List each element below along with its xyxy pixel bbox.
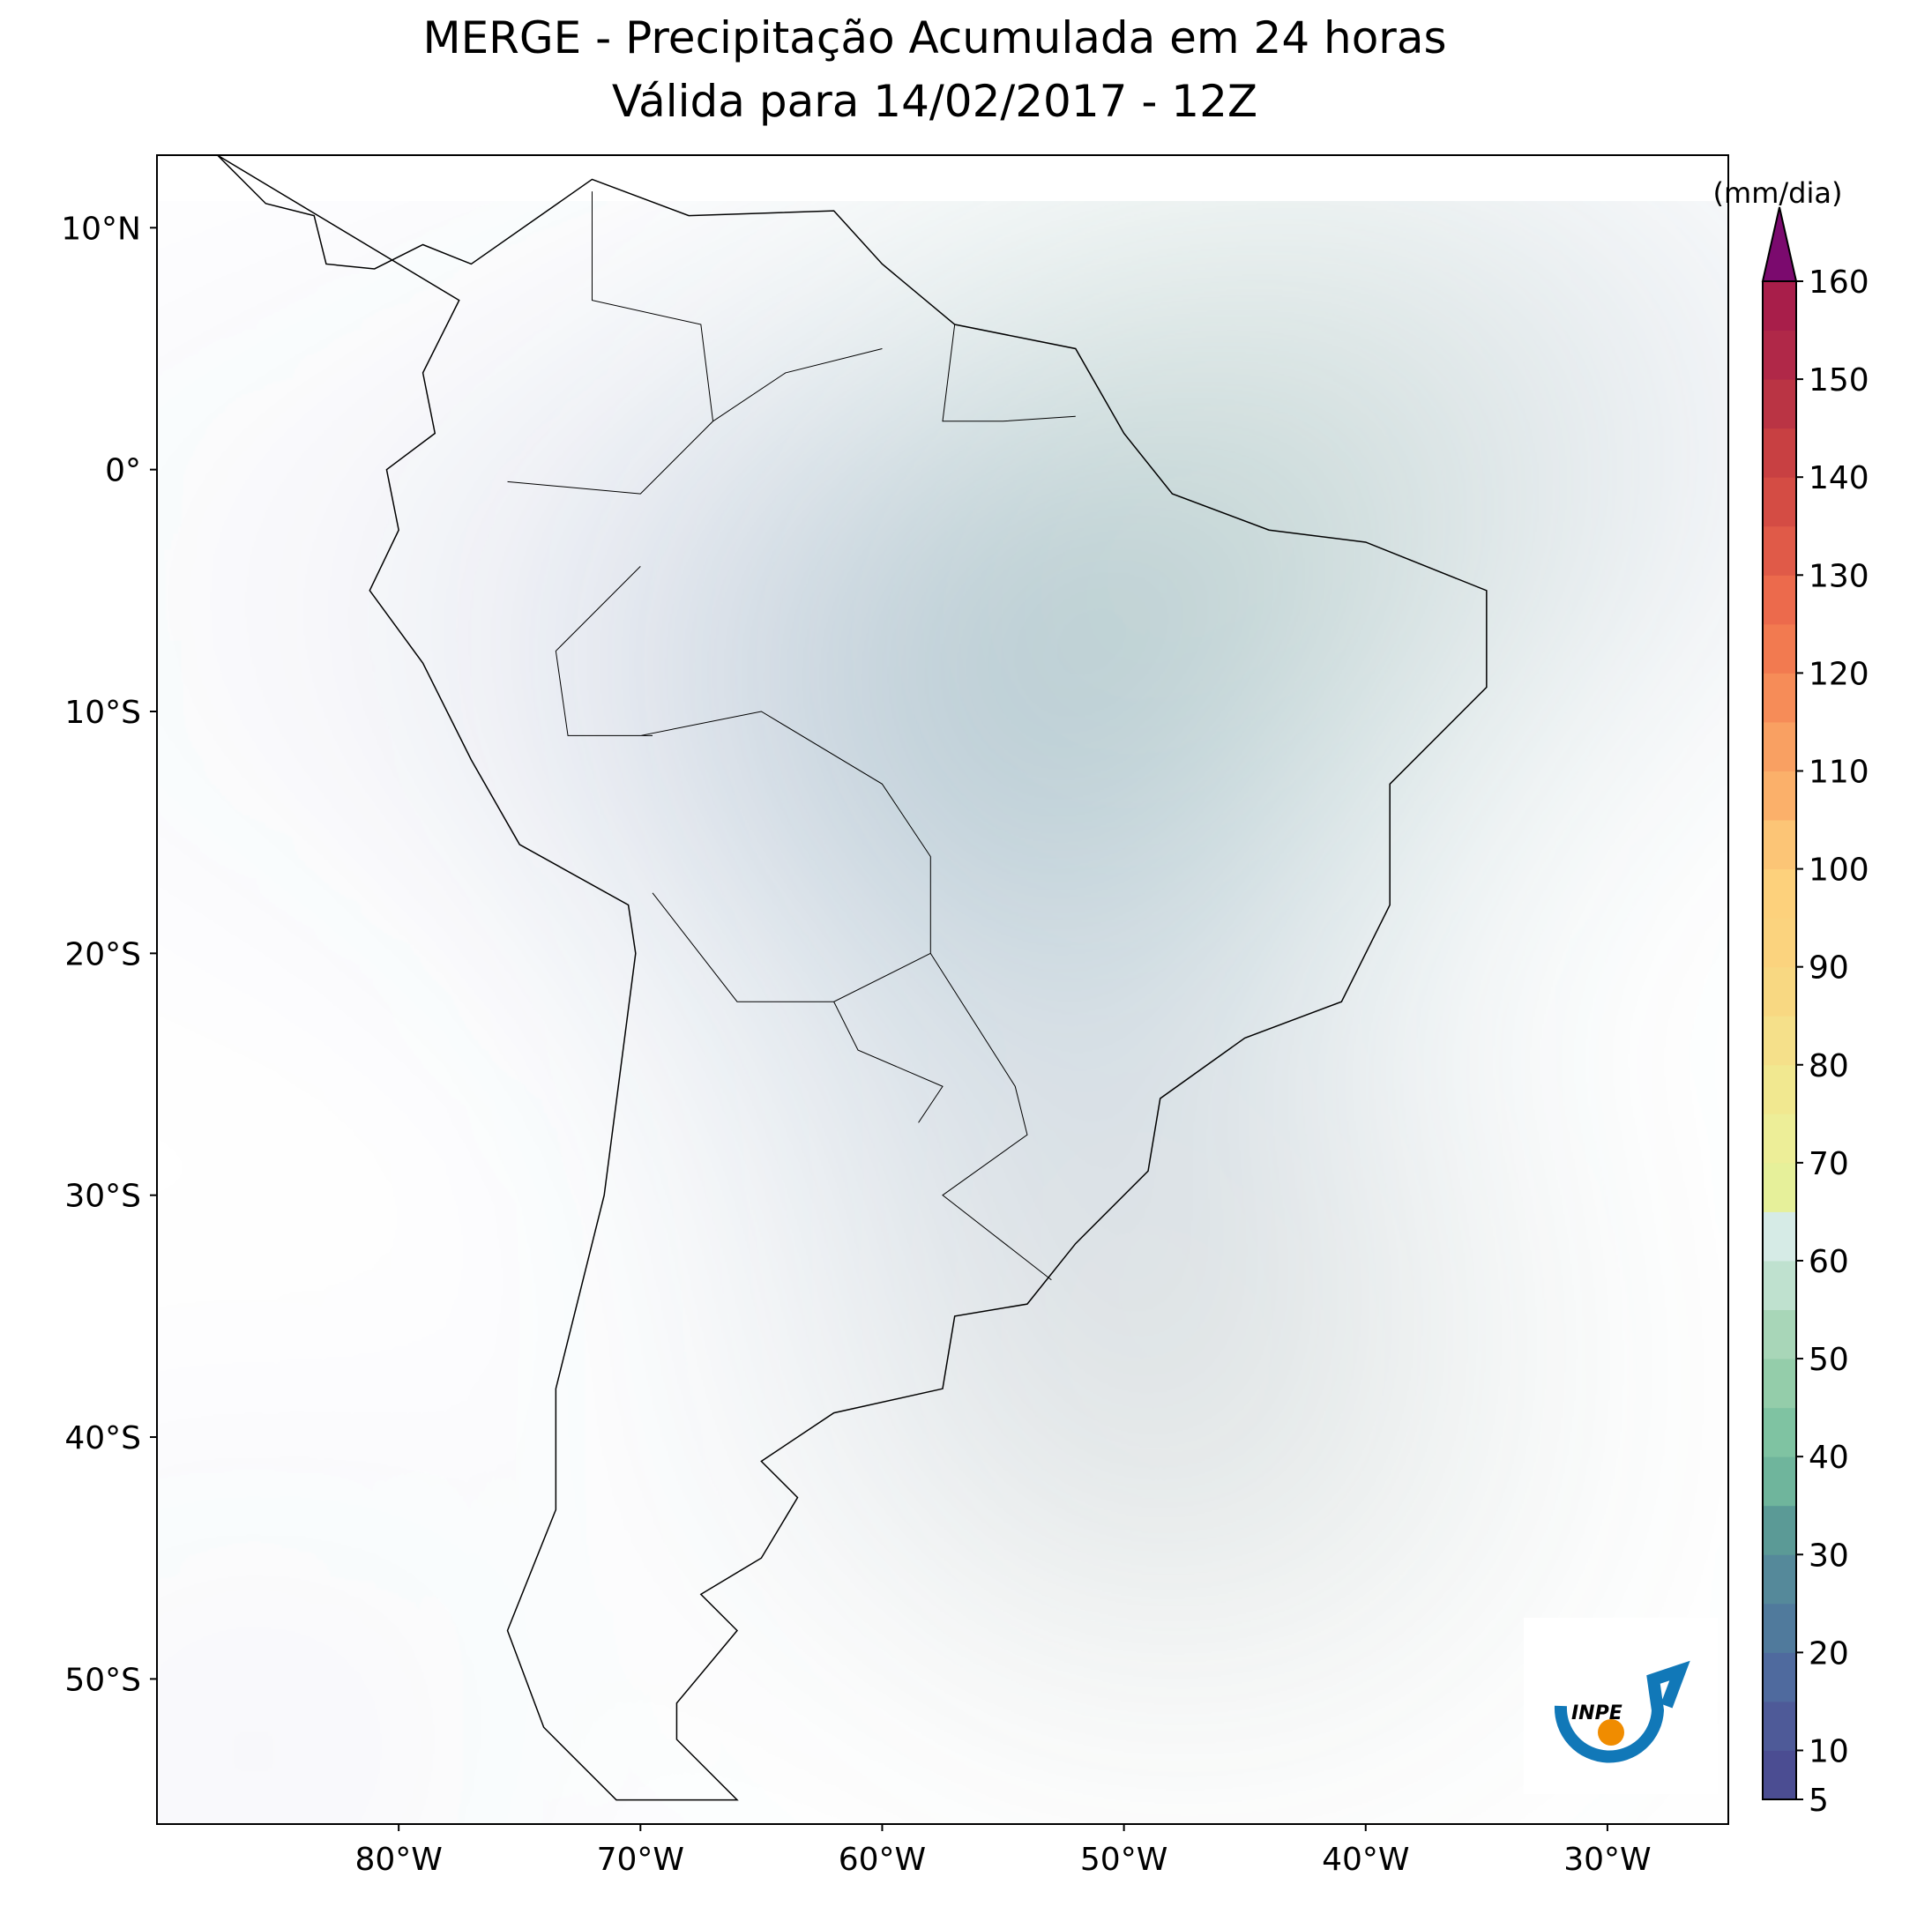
colorbar-band xyxy=(1763,1359,1796,1409)
y-tick-label: 30°S xyxy=(64,1179,141,1215)
colorbar-band xyxy=(1763,1603,1796,1653)
x-tick-label: 30°W xyxy=(1563,1842,1651,1878)
colorbar-tick-label: 70 xyxy=(1809,1146,1849,1182)
colorbar-band xyxy=(1763,1701,1796,1751)
colorbar-band xyxy=(1763,820,1796,870)
colorbar-band xyxy=(1763,525,1796,576)
y-tick-label: 40°S xyxy=(64,1420,141,1456)
colorbar-band xyxy=(1763,918,1796,968)
colorbar-tick-label: 110 xyxy=(1809,754,1869,790)
logo: INPE xyxy=(1524,1618,1718,1794)
colorbar-band xyxy=(1763,1309,1796,1359)
x-tick-label: 60°W xyxy=(839,1842,926,1878)
colorbar-band xyxy=(1763,281,1796,331)
colorbar-band xyxy=(1763,721,1796,771)
y-tick-label: 10°N xyxy=(61,211,141,247)
y-tick-label: 10°S xyxy=(64,695,141,731)
plot-frame xyxy=(156,154,1729,1825)
colorbar-tick-label: 30 xyxy=(1809,1538,1849,1574)
colorbar-tick-label: 120 xyxy=(1809,656,1869,692)
colorbar-band xyxy=(1763,575,1796,625)
colorbar-tick-label: 20 xyxy=(1809,1635,1849,1672)
colorbar-band xyxy=(1763,1750,1796,1800)
colorbar-tick-label: 10 xyxy=(1809,1733,1849,1769)
colorbar-band xyxy=(1763,477,1796,527)
colorbar-band xyxy=(1763,1456,1796,1507)
colorbar-tick-label: 140 xyxy=(1809,460,1869,496)
colorbar-band xyxy=(1763,1554,1796,1605)
colorbar-tick-label: 5 xyxy=(1809,1783,1829,1819)
colorbar-band xyxy=(1763,1652,1796,1702)
chart-title: MERGE - Precipitação Acumulada em 24 hor… xyxy=(422,12,1446,63)
x-tick-label: 70°W xyxy=(597,1842,684,1878)
colorbar-frame xyxy=(1762,281,1797,1800)
colorbar-band xyxy=(1763,673,1796,723)
colorbar-band xyxy=(1763,1016,1796,1066)
colorbar-tick-label: 150 xyxy=(1809,362,1869,398)
colorbar-tick-label: 50 xyxy=(1809,1342,1849,1378)
colorbar-tick-label: 160 xyxy=(1809,264,1869,301)
logo-dot xyxy=(1598,1719,1624,1746)
colorbar-band xyxy=(1763,1260,1796,1311)
logo-text: INPE xyxy=(1571,1702,1622,1724)
colorbar-tick-label: 60 xyxy=(1809,1244,1849,1280)
y-tick-label: 20°S xyxy=(64,936,141,972)
colorbar-tick-label: 40 xyxy=(1809,1440,1849,1476)
colorbar-band xyxy=(1763,623,1796,674)
precipitation-field xyxy=(157,348,1728,1824)
colorbar-band xyxy=(1763,1113,1796,1164)
coastline xyxy=(218,155,1487,1800)
colorbar-band xyxy=(1763,379,1796,429)
y-tick-label: 0° xyxy=(105,453,141,489)
colorbar-band xyxy=(1763,330,1796,380)
colorbar-extend xyxy=(1761,206,1798,282)
x-tick-label: 50°W xyxy=(1080,1842,1167,1878)
logo-arc xyxy=(1554,1660,1690,1763)
colorbar-tick-label: 130 xyxy=(1809,558,1869,594)
colorbar-tick-label: 100 xyxy=(1809,853,1869,889)
colorbar-band xyxy=(1763,868,1796,919)
colorbar-tick-label: 90 xyxy=(1809,950,1849,987)
colorbar-band xyxy=(1763,966,1796,1017)
geo-layer xyxy=(157,155,1728,1824)
colorbar-band xyxy=(1763,1505,1796,1555)
colorbar-tick-label: 80 xyxy=(1809,1048,1849,1084)
colorbar-band xyxy=(1763,1407,1796,1457)
colorbar-label: (mm/dia) xyxy=(1713,176,1843,210)
colorbar-band xyxy=(1763,1211,1796,1262)
colorbar-band xyxy=(1763,428,1796,478)
x-tick-label: 40°W xyxy=(1322,1842,1409,1878)
chart-subtitle: Válida para 14/02/2017 - 12Z xyxy=(612,76,1257,127)
colorbar-band xyxy=(1763,771,1796,821)
borders xyxy=(508,191,1076,1280)
y-tick-label: 50°S xyxy=(64,1662,141,1698)
x-tick-label: 80°W xyxy=(354,1842,442,1878)
colorbar-band xyxy=(1763,1162,1796,1212)
colorbar-band xyxy=(1763,1064,1796,1114)
map-area xyxy=(157,155,1728,1824)
